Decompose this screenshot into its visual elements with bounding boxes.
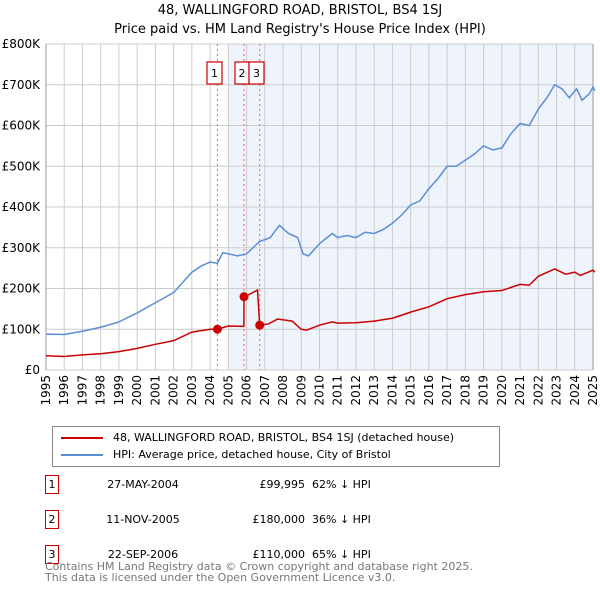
y-tick-label: £200K: [2, 282, 42, 296]
x-tick-label: 2000: [130, 375, 144, 406]
series-line-property: [45, 268, 596, 358]
sale-label: 2: [239, 67, 246, 80]
legend-label: HPI: Average price, detached house, City…: [113, 448, 391, 461]
x-tick-label: 2009: [294, 375, 308, 406]
sale-label: 3: [253, 67, 260, 80]
transaction-hpi: 62% ↓ HPI: [312, 478, 371, 491]
x-tick-label: 2020: [495, 375, 509, 406]
x-tick-label: 2015: [404, 375, 418, 406]
y-tick-label: £400K: [2, 200, 42, 214]
x-tick-label: 2005: [221, 375, 235, 406]
series-line-hpi: [45, 83, 596, 336]
transaction-hpi: 65% ↓ HPI: [312, 548, 371, 561]
x-tick-label: 1996: [57, 375, 71, 406]
x-tick-label: 2018: [458, 375, 472, 406]
chart-title: 48, WALLINGFORD ROAD, BRISTOL, BS4 1SJ: [157, 3, 443, 18]
x-tick-label: 1999: [112, 375, 126, 406]
price-chart: £0 £100K £200K £300K £400K £500K £600K £700K £80…: [2, 37, 600, 406]
transaction-hpi: 36% ↓ HPI: [312, 513, 371, 526]
legend-swatch-blue: [61, 453, 103, 456]
x-tick-label: 2021: [513, 375, 527, 406]
transaction-number: 1: [45, 475, 59, 494]
y-tick-label: £800K: [2, 37, 42, 51]
chart-subtitle: Price paid vs. HM Land Registry's House …: [114, 22, 486, 37]
footer-licence: This data is licensed under the Open Gov…: [45, 571, 396, 584]
x-tick-label: 2002: [167, 375, 181, 406]
y-tick-label: £0: [25, 363, 40, 377]
transaction-row: 3 22-SEP-2006 £110,000 65% ↓ HPI: [0, 545, 600, 565]
y-tick-label: £600K: [2, 119, 42, 133]
x-tick-label: 2001: [148, 375, 162, 406]
x-tick-label: 2023: [550, 375, 564, 406]
sale-label-box: [248, 61, 265, 85]
y-tick-label: £100K: [2, 322, 42, 336]
transaction-date: 22-SEP-2006: [107, 548, 179, 561]
transaction-price: £180,000: [252, 513, 306, 526]
y-tick-label: £500K: [2, 159, 42, 173]
x-tick-label: 2025: [586, 375, 600, 406]
x-tick-label: 2017: [440, 375, 454, 406]
transaction-row: 1 27-MAY-2004 £99,995 62% ↓ HPI: [0, 475, 600, 495]
x-tick-label: 2014: [385, 375, 399, 406]
legend-label: 48, WALLINGFORD ROAD, BRISTOL, BS4 1SJ (…: [113, 431, 455, 444]
x-tick-label: 2012: [349, 375, 363, 406]
x-tick-label: 2022: [531, 375, 545, 406]
transaction-date: 27-MAY-2004: [107, 478, 179, 491]
x-tick-label: 2011: [331, 375, 345, 406]
x-tick-label: 1997: [75, 375, 89, 406]
x-tick-label: 2004: [203, 375, 217, 406]
x-tick-label: 2010: [313, 375, 327, 406]
transaction-number: 3: [45, 545, 59, 564]
x-tick-label: 1998: [94, 375, 108, 406]
x-tick-label: 2016: [422, 375, 436, 406]
x-tick-label: 2006: [240, 375, 254, 406]
x-tick-label: 2013: [367, 375, 381, 406]
y-tick-label: £700K: [2, 78, 42, 92]
transaction-number: 2: [45, 510, 59, 529]
y-tick-label: £300K: [2, 241, 42, 255]
x-tick-label: 2007: [258, 375, 272, 406]
legend-item-property: 48, WALLINGFORD ROAD, BRISTOL, BS4 1SJ (…: [61, 431, 454, 444]
transaction-price: £99,995: [259, 478, 306, 491]
transaction-price: £110,000: [252, 548, 306, 561]
x-tick-label: 2024: [568, 375, 582, 406]
transaction-row: 2 11-NOV-2005 £180,000 36% ↓ HPI: [0, 510, 600, 530]
transaction-date: 11-NOV-2005: [106, 513, 180, 526]
x-tick-label: 2019: [477, 375, 491, 406]
x-tick-label: 2008: [276, 375, 290, 406]
legend: 48, WALLINGFORD ROAD, BRISTOL, BS4 1SJ (…: [52, 426, 500, 467]
sale-point: [255, 320, 265, 330]
x-tick-label: 2003: [185, 375, 199, 406]
sale-point: [212, 324, 222, 334]
footer-copyright: Contains HM Land Registry data © Crown c…: [45, 560, 473, 573]
sale-label-box: [206, 61, 223, 85]
legend-swatch-red: [61, 436, 103, 439]
sale-label: 1: [211, 67, 218, 80]
x-tick-label: 1995: [39, 375, 53, 406]
sale-point: [239, 292, 249, 302]
legend-item-hpi: HPI: Average price, detached house, City…: [61, 448, 391, 461]
